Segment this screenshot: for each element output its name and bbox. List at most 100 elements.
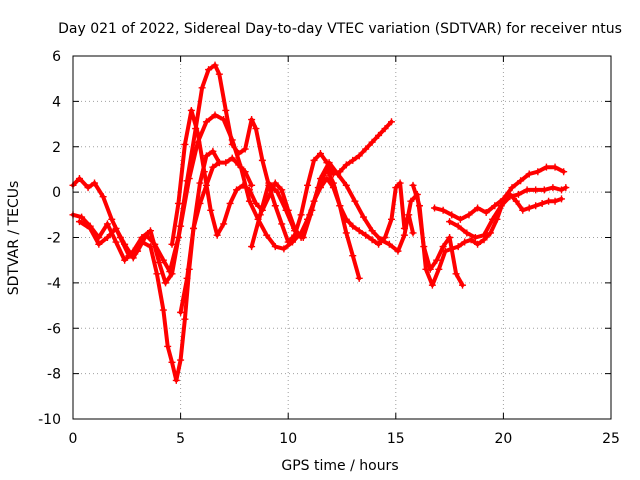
data-point xyxy=(108,215,116,223)
data-point xyxy=(407,197,415,205)
data-point xyxy=(387,118,395,126)
data-point xyxy=(168,270,176,278)
data-point xyxy=(75,175,83,183)
data-point xyxy=(342,161,350,169)
data-point xyxy=(308,206,316,214)
data-point xyxy=(168,358,176,366)
data-point xyxy=(551,163,559,171)
data-point xyxy=(205,66,213,74)
y-tick-label: -8 xyxy=(47,367,61,383)
data-point xyxy=(190,224,198,232)
data-point xyxy=(448,245,456,253)
data-point xyxy=(542,163,550,171)
data-point xyxy=(263,231,271,239)
data-point xyxy=(91,179,99,187)
data-point xyxy=(355,274,363,282)
data-point xyxy=(252,125,260,133)
x-tick-label: 5 xyxy=(176,431,185,447)
data-point xyxy=(558,186,566,194)
data-point xyxy=(248,243,256,251)
data-point xyxy=(155,258,163,266)
data-point xyxy=(381,125,389,133)
data-point xyxy=(549,184,557,192)
data-point xyxy=(280,245,288,253)
data-point xyxy=(235,161,243,169)
data-point xyxy=(86,224,94,232)
data-point xyxy=(185,175,193,183)
data-point xyxy=(349,156,357,164)
y-tick-label: 2 xyxy=(52,140,61,156)
data-point xyxy=(362,231,370,239)
data-point xyxy=(415,202,423,210)
data-point xyxy=(168,240,176,248)
series-track-8 xyxy=(431,163,568,223)
data-point xyxy=(177,356,185,364)
data-point xyxy=(461,238,469,246)
data-point xyxy=(355,227,363,235)
data-point xyxy=(209,147,217,155)
series-line xyxy=(432,165,566,222)
x-tick-label: 15 xyxy=(387,431,405,447)
data-point xyxy=(181,140,189,148)
data-point xyxy=(459,281,467,289)
data-point xyxy=(551,197,559,205)
data-point xyxy=(121,240,129,248)
data-point xyxy=(245,197,253,205)
data-point xyxy=(441,247,449,255)
data-point xyxy=(196,179,204,187)
data-series xyxy=(69,61,570,384)
data-point xyxy=(463,229,471,237)
data-point xyxy=(103,220,111,228)
data-point xyxy=(497,202,505,210)
data-point xyxy=(454,222,462,230)
data-point xyxy=(112,224,120,232)
data-point xyxy=(349,222,357,230)
data-point xyxy=(226,199,234,207)
data-point xyxy=(181,315,189,323)
x-axis-label: GPS time / hours xyxy=(281,458,398,474)
data-point xyxy=(446,234,454,241)
data-point xyxy=(560,168,568,176)
data-point xyxy=(474,240,482,248)
data-point xyxy=(428,281,436,289)
data-point xyxy=(304,181,312,189)
data-point xyxy=(323,175,331,183)
data-point xyxy=(375,131,383,139)
data-point xyxy=(103,234,111,241)
y-tick-label: 6 xyxy=(52,49,61,65)
data-point xyxy=(336,202,344,210)
data-point xyxy=(95,240,103,248)
data-point xyxy=(375,240,383,248)
data-point xyxy=(392,184,400,192)
data-point xyxy=(512,197,520,205)
data-point xyxy=(84,184,92,192)
y-axis-label: SDTVAR / TECUs xyxy=(6,181,22,296)
data-point xyxy=(482,209,490,217)
data-point xyxy=(282,206,290,214)
data-point xyxy=(241,145,249,153)
data-point xyxy=(377,236,385,244)
data-point xyxy=(532,202,540,210)
data-point xyxy=(256,211,264,219)
data-point xyxy=(342,215,350,223)
data-point xyxy=(342,181,350,189)
x-tick-label: 20 xyxy=(494,431,512,447)
data-point xyxy=(532,186,540,194)
data-point xyxy=(202,118,210,126)
data-point xyxy=(385,240,393,248)
data-point xyxy=(456,215,464,223)
data-point xyxy=(162,279,170,287)
data-point xyxy=(228,154,236,162)
data-point xyxy=(316,150,324,158)
data-point xyxy=(508,184,516,192)
data-point xyxy=(248,116,256,124)
data-point xyxy=(241,168,249,176)
data-point xyxy=(228,136,236,144)
data-point xyxy=(273,188,281,196)
series-track-2 xyxy=(69,111,363,287)
data-point xyxy=(177,222,185,230)
data-point xyxy=(278,186,286,194)
data-point xyxy=(198,84,206,92)
data-point xyxy=(248,181,256,189)
